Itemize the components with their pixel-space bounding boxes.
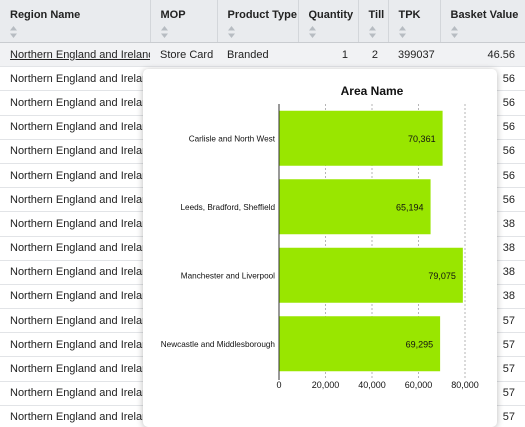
cell-quantity: 1 — [298, 42, 358, 68]
sort-icon[interactable] — [450, 26, 458, 38]
cell-region: Northern England and Ireland — [0, 332, 150, 358]
chart-bar — [279, 110, 443, 166]
column-header-label: Product Type — [227, 9, 297, 21]
chart-title: Area Name — [341, 84, 404, 98]
cell-region[interactable]: Northern England and Ireland — [0, 42, 150, 68]
category-label: Leeds, Bradford, Sheffield — [180, 203, 275, 212]
cell-region: Northern England and Ireland — [0, 163, 150, 189]
cell-region: Northern England and Ireland — [0, 115, 150, 140]
x-tick-label: 0 — [276, 380, 281, 390]
cell-till: 2 — [358, 42, 388, 68]
area-bar-chart: Area Name 70,361 Carlisle and North West 65… — [161, 84, 479, 390]
cell-region: Northern England and Ireland — [0, 236, 150, 261]
sort-icon[interactable] — [368, 26, 376, 38]
chart-bar — [279, 179, 431, 235]
category-label: Manchester and Liverpool — [181, 271, 275, 280]
column-header-mop[interactable]: MOP — [150, 0, 218, 43]
column-header-quantity[interactable]: Quantity — [298, 0, 359, 43]
cell-region: Northern England and Ireland — [0, 356, 150, 382]
column-header-till[interactable]: Till — [358, 0, 389, 43]
cell-region: Northern England and Ireland — [0, 381, 150, 406]
table-header-row: Region Name MOP Product Type Quantity Till TP… — [0, 0, 525, 43]
cell-region: Northern England and Ireland — [0, 66, 150, 92]
bar-value-label: 70,361 — [408, 134, 436, 144]
column-header-region[interactable]: Region Name — [0, 0, 151, 43]
cell-mop: Store Card — [150, 42, 217, 68]
cell-region: Northern England and Ireland — [0, 187, 150, 213]
sort-icon[interactable] — [10, 26, 17, 38]
cell-region: Northern England and Ireland — [0, 405, 150, 427]
chart-bar — [279, 247, 463, 303]
sort-icon[interactable] — [398, 26, 406, 38]
cell-tpk: 399037 — [388, 42, 440, 68]
category-label: Carlisle and North West — [189, 134, 276, 143]
cell-region: Northern England and Ireland — [0, 211, 150, 237]
bar-value-label: 79,075 — [428, 271, 456, 281]
cell-region: Northern England and Ireland — [0, 139, 150, 164]
sort-icon[interactable] — [160, 26, 168, 38]
cell-basket-value: 46.56 — [440, 42, 525, 68]
column-header-tpk[interactable]: TPK — [388, 0, 441, 43]
x-tick-label: 40,000 — [358, 380, 386, 390]
x-tick-label: 60,000 — [405, 380, 433, 390]
sort-icon[interactable] — [308, 26, 316, 38]
column-header-label: MOP — [160, 9, 186, 21]
column-header-product-type[interactable]: Product Type — [217, 0, 299, 43]
cell-region: Northern England and Ireland — [0, 90, 150, 116]
column-header-label: TPK — [398, 9, 421, 21]
x-tick-label: 80,000 — [451, 380, 479, 390]
column-header-basket-value[interactable]: Basket Value — [440, 0, 525, 43]
cell-product-type: Branded — [217, 42, 298, 68]
cell-region: Northern England and Ireland — [0, 260, 150, 285]
chart-bar — [279, 316, 441, 372]
sort-icon[interactable] — [227, 26, 235, 38]
column-header-label: Quantity — [308, 9, 354, 21]
cell-region: Northern England and Ireland — [0, 308, 150, 334]
column-header-label: Basket Value — [450, 9, 519, 21]
bar-value-label: 69,295 — [406, 339, 434, 349]
chart-tooltip-popup: Area Name 70,361 Carlisle and North West 65… — [143, 69, 497, 427]
category-label: Newcastle and Middlesborough — [161, 340, 276, 349]
column-header-label: Till — [368, 9, 385, 21]
column-header-label: Region Name — [10, 9, 81, 21]
cell-region: Northern England and Ireland — [0, 284, 150, 310]
bar-value-label: 65,194 — [396, 202, 424, 212]
x-tick-label: 20,000 — [312, 380, 340, 390]
table-row[interactable]: Northern England and Ireland Store Card Br… — [0, 42, 525, 68]
